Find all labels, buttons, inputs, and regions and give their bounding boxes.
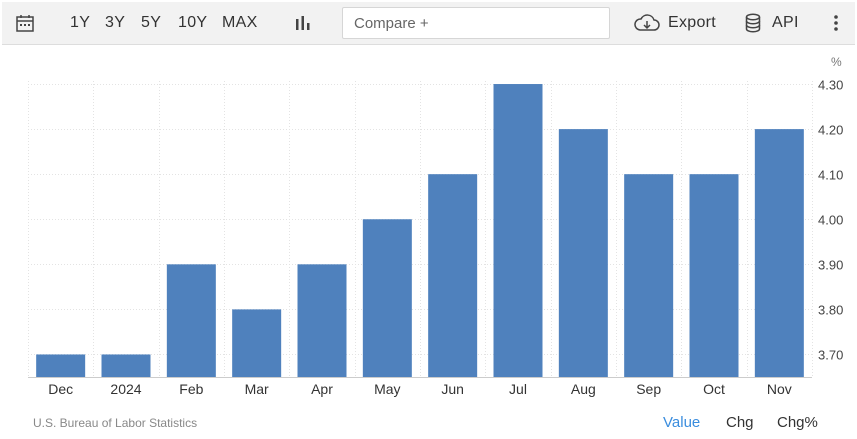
x-tick-label: Jul xyxy=(509,381,527,397)
chart-area: 3.70 3.80 3.90 4.00 4.10 4.20 4.30% Dec 2024 Feb M… xyxy=(0,44,857,439)
bar-chart: 3.70 3.80 3.90 4.00 4.10 4.20 4.30% Dec 2024 Feb M… xyxy=(28,55,843,397)
range-max-button[interactable]: MAX xyxy=(222,14,258,31)
x-tick-label: Sep xyxy=(636,381,661,397)
x-tick-label: Jun xyxy=(441,381,464,397)
chart-toolbar: 1Y 3Y 5Y 10Y MAX Export API xyxy=(2,2,855,45)
bar xyxy=(689,174,739,377)
tab-value[interactable]: Value xyxy=(663,414,701,431)
y-tick-label: 4.30 xyxy=(818,78,843,93)
bar xyxy=(362,219,412,377)
x-tick-label: Aug xyxy=(571,381,596,397)
range-1y-button[interactable]: 1Y xyxy=(70,14,91,31)
export-button[interactable]: Export xyxy=(668,14,717,31)
api-button[interactable]: API xyxy=(772,14,799,31)
tab-chg-percent[interactable]: Chg% xyxy=(777,414,818,431)
bar xyxy=(297,264,347,377)
x-tick-label: May xyxy=(374,381,400,397)
bar xyxy=(101,354,151,377)
y-tick-label: 4.00 xyxy=(818,213,843,228)
bar xyxy=(166,264,216,377)
bar xyxy=(624,174,674,377)
more-vertical-icon[interactable] xyxy=(834,15,838,36)
x-tick-label: Oct xyxy=(703,381,725,397)
range-10y-button[interactable]: 10Y xyxy=(178,14,208,31)
y-tick-label: 3.80 xyxy=(818,303,843,318)
bar xyxy=(558,129,608,377)
tab-chg[interactable]: Chg xyxy=(726,414,754,431)
data-source-label: U.S. Bureau of Labor Statistics xyxy=(33,416,198,430)
bar xyxy=(493,84,543,378)
x-tick-label: Nov xyxy=(767,381,792,397)
database-icon[interactable] xyxy=(745,13,761,38)
bar xyxy=(36,354,86,377)
cloud-download-icon[interactable] xyxy=(634,14,660,37)
bar xyxy=(232,309,282,377)
x-tick-label: 2024 xyxy=(110,381,141,397)
compare-input[interactable] xyxy=(342,7,610,39)
bar-chart-icon[interactable] xyxy=(295,15,311,36)
x-tick-label: Mar xyxy=(245,381,269,397)
calendar-icon[interactable] xyxy=(16,14,34,37)
bar xyxy=(754,129,804,377)
y-tick-label: 4.10 xyxy=(818,168,843,183)
y-tick-label: 3.70 xyxy=(818,348,843,363)
range-3y-button[interactable]: 3Y xyxy=(105,14,126,31)
range-5y-button[interactable]: 5Y xyxy=(141,14,162,31)
x-tick-label: Apr xyxy=(311,381,333,397)
y-tick-label: 3.90 xyxy=(818,258,843,273)
y-tick-label: 4.20 xyxy=(818,123,843,138)
bar xyxy=(428,174,478,377)
y-axis-unit-label: % xyxy=(831,55,842,69)
x-tick-label: Feb xyxy=(179,381,203,397)
x-tick-label: Dec xyxy=(48,381,73,397)
